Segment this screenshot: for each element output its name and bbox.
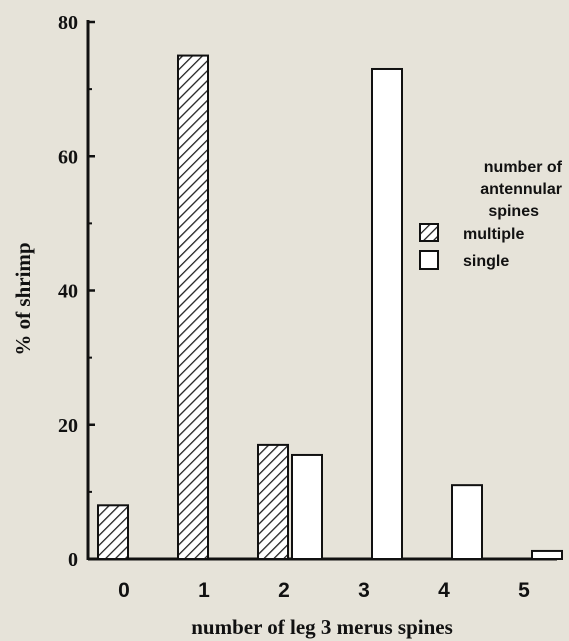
legend: number of antennular spines multiple sin… — [419, 159, 563, 270]
y-tick-label-0: 0 — [68, 549, 78, 571]
bar-single-4 — [451, 484, 483, 561]
legend-swatch-multiple — [419, 223, 439, 242]
y-axis-title: % of shrimp — [11, 242, 35, 355]
y-ticks — [88, 20, 95, 561]
legend-title-line-1: number of — [484, 159, 563, 176]
legend-title-line-2: antennular — [480, 181, 562, 198]
y-tick-label-80: 80 — [58, 12, 78, 34]
y-tick-label-40: 40 — [58, 281, 78, 303]
x-tick-label-0: 0 — [118, 579, 130, 602]
bar-multiple-2 — [257, 443, 289, 561]
x-tick-label-4: 4 — [438, 579, 450, 602]
y-tick-label-60: 60 — [58, 146, 78, 168]
legend-swatch-single — [419, 250, 439, 270]
legend-label-single: single — [463, 253, 509, 270]
x-tick-label-5: 5 — [518, 579, 530, 602]
x-tick-label-1: 1 — [198, 579, 210, 602]
legend-label-multiple: multiple — [463, 226, 524, 243]
bar-single-3 — [371, 67, 403, 561]
bar-multiple-1 — [177, 54, 209, 560]
y-tick-label-20: 20 — [58, 415, 78, 437]
bar-multiple-0 — [97, 504, 129, 560]
x-tick-label-3: 3 — [358, 579, 370, 602]
x-tick-labels: 0 1 2 3 4 5 — [118, 579, 530, 602]
bars — [97, 54, 563, 561]
bar-single-5 — [531, 549, 563, 561]
bar-single-2 — [291, 453, 323, 560]
x-axis-title: number of leg 3 merus spines — [191, 615, 453, 639]
y-tick-labels: 0 20 40 60 80 — [58, 12, 78, 571]
x-tick-label-2: 2 — [278, 579, 290, 602]
legend-title-line-3: spines — [488, 203, 539, 220]
